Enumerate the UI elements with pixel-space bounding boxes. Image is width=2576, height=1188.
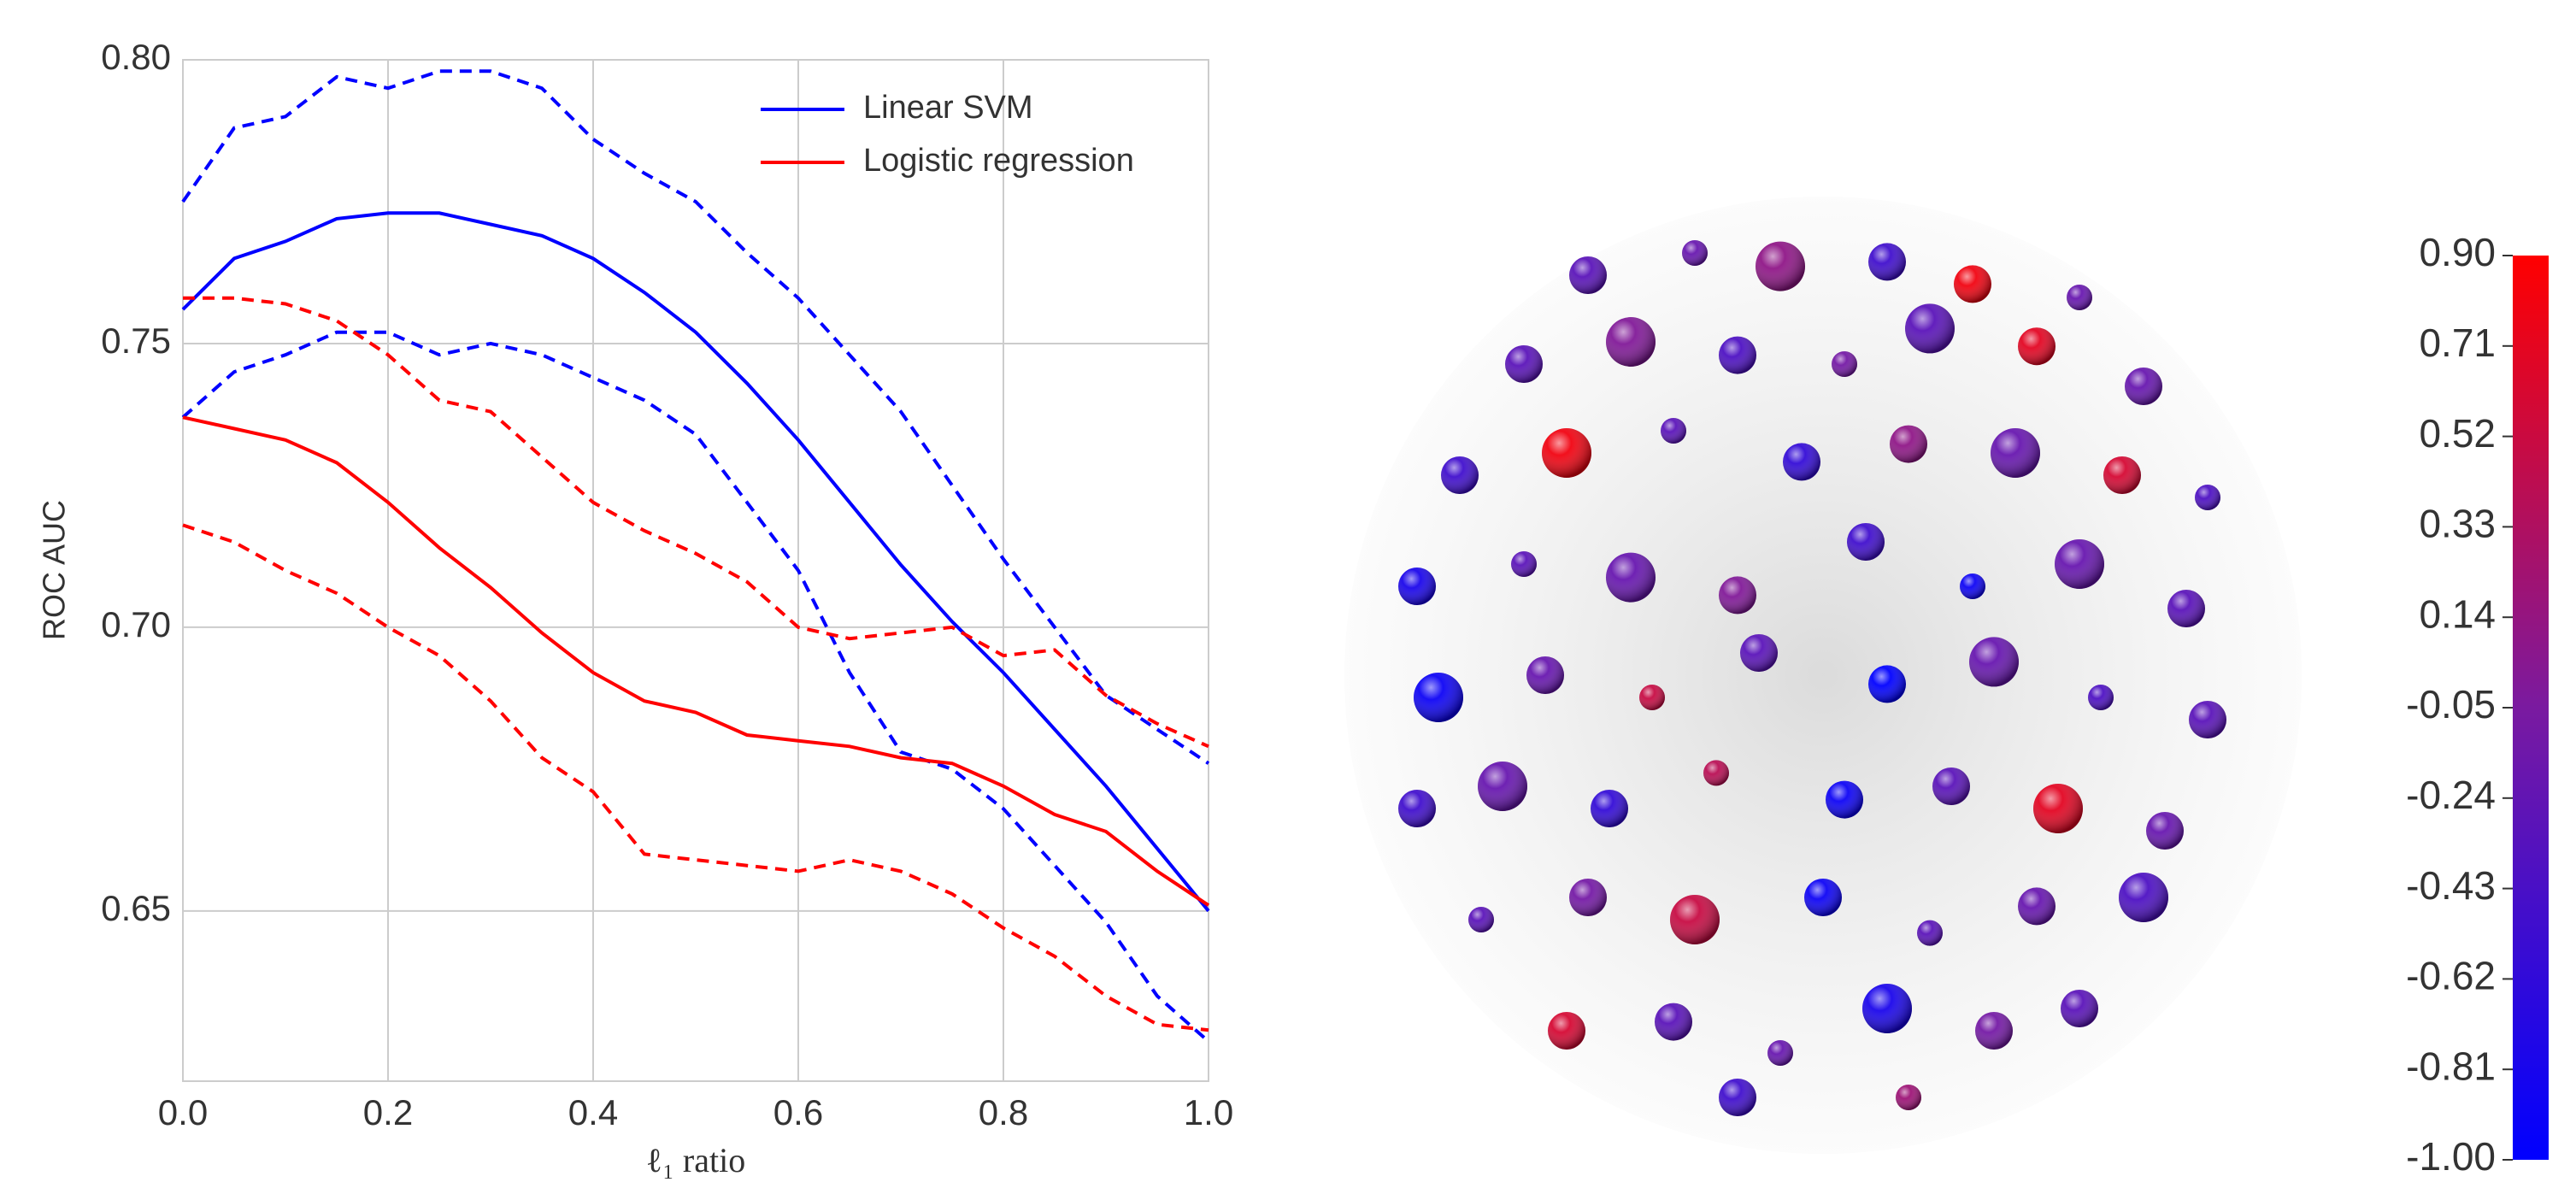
sphere-shine xyxy=(2195,485,2220,510)
y-tick-label: 0.75 xyxy=(101,321,171,361)
sphere-shine xyxy=(2018,887,2056,926)
sphere-shine xyxy=(1414,673,1463,722)
sphere-shine xyxy=(2146,812,2184,850)
sphere-shine xyxy=(1569,879,1607,916)
sphere-shine xyxy=(1548,1012,1585,1050)
sphere-shine xyxy=(1661,418,1686,444)
colorbar-tick-label: 0.33 xyxy=(2419,502,2496,546)
sphere-shine xyxy=(2167,590,2205,627)
x-tick-label: 0.6 xyxy=(773,1092,823,1132)
sphere-shine xyxy=(1868,243,1906,281)
colorbar-tick-label: -1.00 xyxy=(2406,1134,2496,1179)
colorbar xyxy=(2513,256,2549,1160)
sphere-shine xyxy=(1505,345,1543,383)
bound-line xyxy=(182,523,1209,1032)
bound-line xyxy=(183,296,1209,749)
sphere-shine xyxy=(1703,760,1729,786)
bound-line xyxy=(181,69,1210,765)
x-tick-label: 0.0 xyxy=(158,1092,208,1132)
sphere-shine xyxy=(1896,1085,1921,1110)
sphere-shine xyxy=(1468,907,1494,932)
sphere-shine xyxy=(1917,920,1943,946)
y-axis-label: ROC AUC xyxy=(37,500,72,640)
sphere-shine xyxy=(1441,456,1479,494)
brain-cloud xyxy=(1344,197,2302,1154)
sphere-shine xyxy=(1862,984,1912,1033)
sphere-shine xyxy=(2189,701,2226,738)
colorbar-tick-label: -0.43 xyxy=(2406,863,2496,908)
x-tick-label: 0.8 xyxy=(979,1092,1028,1132)
y-tick-label: 0.80 xyxy=(101,37,171,77)
sphere-shine xyxy=(1478,762,1527,811)
sphere-shine xyxy=(1682,240,1708,266)
colorbar-tick-label: -0.81 xyxy=(2406,1044,2496,1088)
sphere-shine xyxy=(2055,539,2104,589)
x-tick-label: 0.4 xyxy=(568,1092,618,1132)
sphere-shine xyxy=(1783,443,1820,481)
colorbar-tick-label: -0.05 xyxy=(2406,682,2496,726)
colorbar-tick-label: 0.14 xyxy=(2419,591,2496,636)
sphere-shine xyxy=(2018,327,2056,366)
series-line xyxy=(181,211,1210,913)
sphere-shine xyxy=(2103,456,2141,494)
sphere-shine xyxy=(1969,637,2019,687)
sphere-shine xyxy=(1606,552,1656,603)
sphere-shine xyxy=(1655,1003,1692,1041)
sphere-shine xyxy=(1670,895,1720,944)
sphere-shine xyxy=(1767,1040,1793,1066)
y-tick-label: 0.65 xyxy=(101,888,171,928)
legend-label: Linear SVM xyxy=(863,90,1033,126)
x-tick-label: 0.2 xyxy=(363,1092,413,1132)
legend-label: Logistic regression xyxy=(863,143,1134,179)
sphere-shine xyxy=(1905,303,1955,354)
sphere-shine xyxy=(1890,425,1927,463)
sphere-shine xyxy=(1542,428,1591,478)
sphere-shine xyxy=(2067,285,2092,310)
sphere-shine xyxy=(1591,790,1628,827)
plot-area xyxy=(182,59,1209,1082)
colorbar-tick-label: -0.62 xyxy=(2406,954,2496,998)
sphere-shine xyxy=(1932,767,1970,805)
sphere-shine xyxy=(2033,784,2083,833)
sphere-shine xyxy=(1639,685,1665,710)
sphere-shine xyxy=(1398,790,1436,827)
sphere-shine xyxy=(1847,523,1885,561)
sphere-shine xyxy=(1511,551,1537,577)
sphere-shine xyxy=(2119,873,2168,922)
sphere-shine xyxy=(1960,573,1985,599)
colorbar-tick-label: 0.90 xyxy=(2419,230,2496,274)
sphere-shine xyxy=(2125,368,2162,405)
sphere-shine xyxy=(1740,634,1778,672)
sphere-shine xyxy=(1832,351,1857,377)
series-line xyxy=(182,415,1210,907)
sphere-shine xyxy=(1826,780,1863,819)
sphere-shine xyxy=(1398,568,1436,605)
sphere-shine xyxy=(1991,428,2040,478)
sphere-shine xyxy=(1756,241,1805,291)
sphere-shine xyxy=(1719,1079,1756,1116)
sphere-shine xyxy=(1804,879,1842,916)
colorbar-tick-label: 0.71 xyxy=(2419,321,2496,365)
sphere-shine xyxy=(1719,336,1756,374)
sphere-shine xyxy=(2088,685,2114,710)
sphere-shine xyxy=(1526,656,1564,694)
sphere-shine xyxy=(1975,1012,2013,1050)
x-tick-label: 1.0 xyxy=(1184,1092,1233,1132)
x-axis-label: ℓ₁ ratio xyxy=(646,1141,745,1179)
sphere-shine xyxy=(1606,317,1656,367)
y-tick-label: 0.70 xyxy=(101,604,171,644)
sphere-shine xyxy=(2061,990,2098,1027)
sphere-shine xyxy=(1954,265,1991,303)
sphere-shine xyxy=(1719,576,1756,615)
colorbar-tick-label: 0.52 xyxy=(2419,411,2496,456)
sphere-shine xyxy=(1569,256,1607,294)
colorbar-tick-label: -0.24 xyxy=(2406,773,2496,817)
sphere-shine xyxy=(1868,665,1906,703)
